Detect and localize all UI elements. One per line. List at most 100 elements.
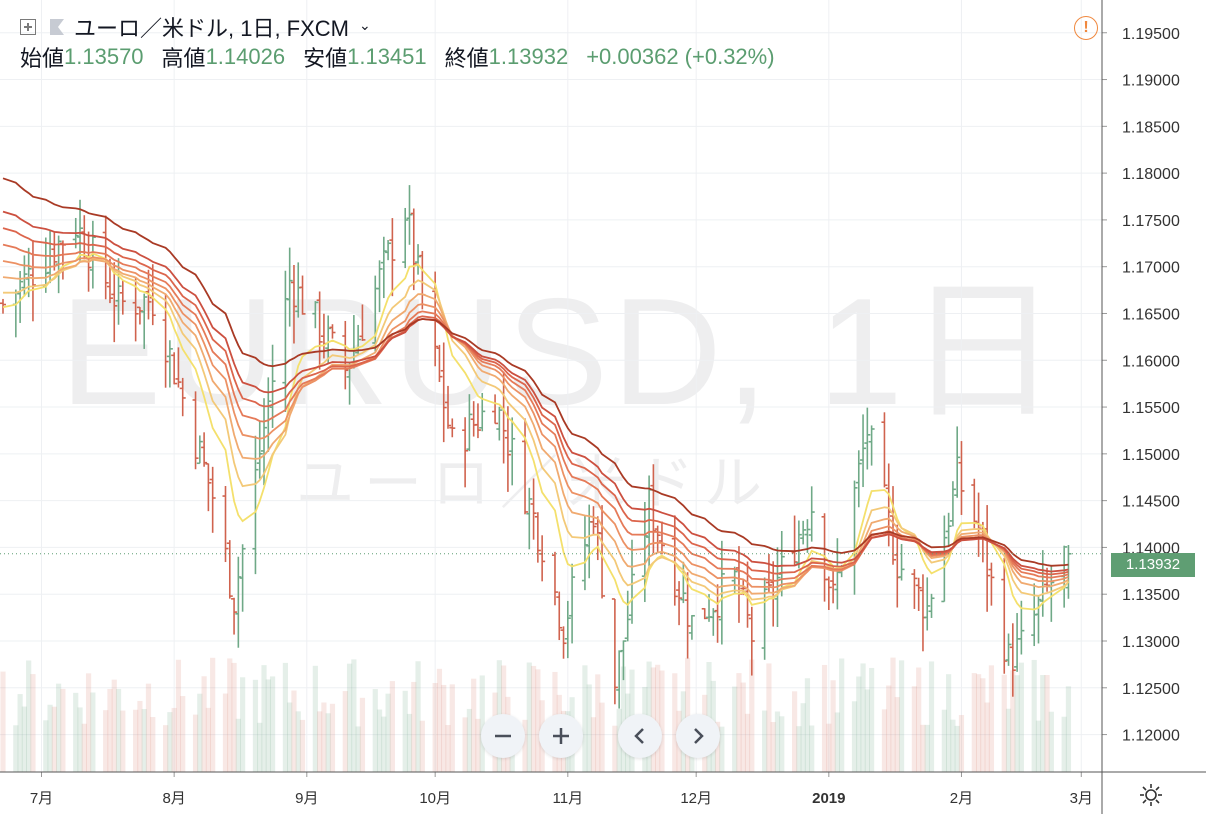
x-tick-label: 10月 — [419, 790, 451, 807]
scroll-right-button[interactable] — [676, 714, 720, 758]
volume-bar — [287, 702, 293, 772]
volume-bar — [1065, 686, 1072, 772]
ohlc-bar — [851, 480, 858, 595]
volume-bar — [988, 665, 995, 772]
ohlc-bar — [800, 520, 807, 545]
zoom-in-button[interactable] — [539, 714, 583, 758]
y-tick-label: 1.13000 — [1122, 634, 1180, 651]
ohlc-bar — [928, 593, 935, 618]
scroll-left-button[interactable] — [618, 714, 662, 758]
zoom-out-button[interactable] — [481, 714, 525, 758]
volume-bars — [0, 657, 1072, 772]
volume-bar — [389, 681, 395, 772]
symbol-title[interactable]: ユーロ／米ドル, 1日, FXCM — [74, 16, 350, 41]
y-tick-label: 1.19500 — [1122, 26, 1180, 43]
volume-bar — [821, 664, 828, 772]
ohlc-bar — [860, 414, 867, 488]
volume-bar — [321, 702, 327, 772]
ohlc-bar — [209, 466, 216, 533]
ohlc-bar — [445, 385, 452, 429]
volume-bar — [911, 686, 918, 772]
ohlc-bar — [269, 344, 276, 428]
volume-bar — [43, 720, 49, 772]
volume-bar — [466, 708, 472, 772]
y-tick-label: 1.18500 — [1122, 119, 1180, 136]
volume-bar — [655, 664, 661, 772]
ohlc-bar — [282, 270, 289, 412]
ohlc-bar — [795, 520, 802, 569]
ohlc-bar — [748, 606, 755, 676]
volume-bar — [834, 712, 840, 772]
ohlc-bar — [329, 324, 336, 339]
ohlc-bar — [1035, 595, 1042, 644]
ohlc-bar — [196, 435, 203, 465]
high-value: 1.14026 — [205, 44, 286, 69]
volume-bar — [860, 663, 866, 772]
warning-icon[interactable]: ! — [1074, 16, 1098, 40]
ohlc-bar — [530, 478, 537, 540]
ohlc-bar — [312, 301, 319, 329]
volume-bar — [432, 683, 438, 772]
ohlc-bar — [526, 487, 533, 550]
y-tick-label: 1.15000 — [1122, 447, 1180, 464]
volume-bar — [30, 674, 36, 772]
volume-bar — [137, 700, 143, 772]
ohlc-bar — [1018, 600, 1025, 655]
volume-bar — [1014, 675, 1020, 772]
volume-bar — [291, 690, 297, 772]
volume-bar — [471, 678, 477, 772]
ohlc-bar — [102, 215, 109, 300]
ohlc-bar — [376, 260, 383, 313]
volume-bar — [804, 678, 811, 772]
ohlc-bar — [261, 398, 268, 486]
volume-bar — [235, 718, 241, 772]
minus-icon — [495, 734, 511, 738]
flag-icon[interactable] — [50, 19, 64, 35]
ohlc-bar — [599, 505, 606, 599]
ohlc-bar — [470, 401, 477, 437]
ohlc-bar — [919, 574, 926, 652]
volume-bar — [886, 685, 892, 772]
volume-bar — [1048, 711, 1054, 772]
volume-bar — [766, 663, 772, 772]
ohlc-bar — [522, 418, 529, 515]
ohlc-bar — [179, 377, 186, 417]
ohlc-bar — [380, 236, 387, 299]
volume-bar — [479, 675, 485, 772]
ohlc-bar — [701, 607, 708, 620]
volume-bar — [107, 688, 113, 772]
ohlc-bar — [359, 304, 366, 341]
ohlc-bar — [316, 291, 323, 370]
ohlc-bar — [911, 569, 918, 609]
ohlc-bar — [676, 581, 683, 626]
change-value: +0.00362 (+0.32%) — [586, 44, 775, 69]
volume-bar — [1061, 716, 1067, 772]
volume-bar — [372, 689, 378, 772]
ohlc-bar — [628, 539, 635, 624]
ohlc-bar — [915, 577, 922, 611]
ma-line — [2, 243, 1069, 582]
volume-bar — [890, 657, 896, 772]
y-tick-label: 1.17000 — [1122, 260, 1180, 277]
volume-bar — [954, 725, 960, 772]
volume-bar — [749, 659, 755, 772]
ohlc-bar — [658, 521, 665, 555]
gear-icon[interactable] — [1138, 782, 1164, 808]
volume-bar — [282, 662, 289, 772]
ohlc-bar — [761, 577, 768, 660]
volume-bar — [51, 706, 57, 772]
y-tick-label: 1.19000 — [1122, 73, 1180, 90]
ohlc-bar — [855, 450, 862, 508]
ohlc-bar — [410, 208, 417, 291]
chevron-down-icon[interactable]: ⌄ — [359, 16, 371, 33]
ohlc-bar — [402, 207, 409, 269]
volume-bar — [192, 714, 199, 772]
volume-bar — [0, 671, 6, 772]
ma-line — [2, 252, 1070, 611]
ohlc-bar — [111, 262, 118, 343]
volume-bar — [359, 697, 366, 772]
expand-icon[interactable] — [20, 19, 36, 35]
ohlc-bar — [534, 512, 541, 563]
